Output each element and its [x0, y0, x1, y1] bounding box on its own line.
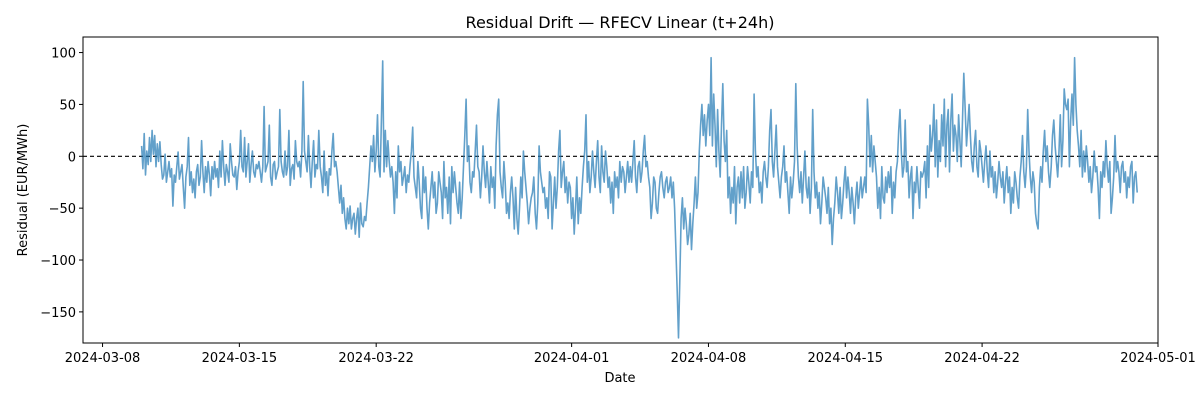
- plot-frame: [82, 36, 1159, 344]
- x-tick-label: 2024-04-08: [671, 351, 747, 366]
- x-tick-label: 2024-04-22: [944, 351, 1020, 366]
- y-tick-label: 50: [59, 98, 76, 113]
- x-tick-label: 2024-03-15: [202, 351, 278, 366]
- x-tick-label: 2024-04-01: [534, 351, 610, 366]
- y-tick-label: 0: [68, 150, 76, 165]
- y-axis-title: Residual (EUR/MWh): [16, 124, 31, 257]
- y-tick-label: −50: [49, 202, 76, 217]
- x-tick-label: 2024-03-08: [65, 351, 141, 366]
- y-tick-label: −100: [40, 254, 76, 269]
- y-tick-label: 100: [51, 47, 76, 62]
- y-tick-label: −150: [40, 306, 76, 321]
- x-tick-label: 2024-03-22: [338, 351, 414, 366]
- residual-series-line: [140, 56, 1138, 339]
- x-axis-title: Date: [604, 371, 635, 386]
- y-axis: 100 50 0 −50 −100 −150: [40, 47, 83, 321]
- x-tick-label: 2024-04-15: [807, 351, 883, 366]
- chart-title: Residual Drift — RFECV Linear (t+24h): [466, 13, 775, 32]
- x-axis: 2024-03-08 2024-03-15 2024-03-22 2024-04-01…: [65, 343, 1196, 366]
- x-tick-label: 2024-05-01: [1120, 351, 1196, 366]
